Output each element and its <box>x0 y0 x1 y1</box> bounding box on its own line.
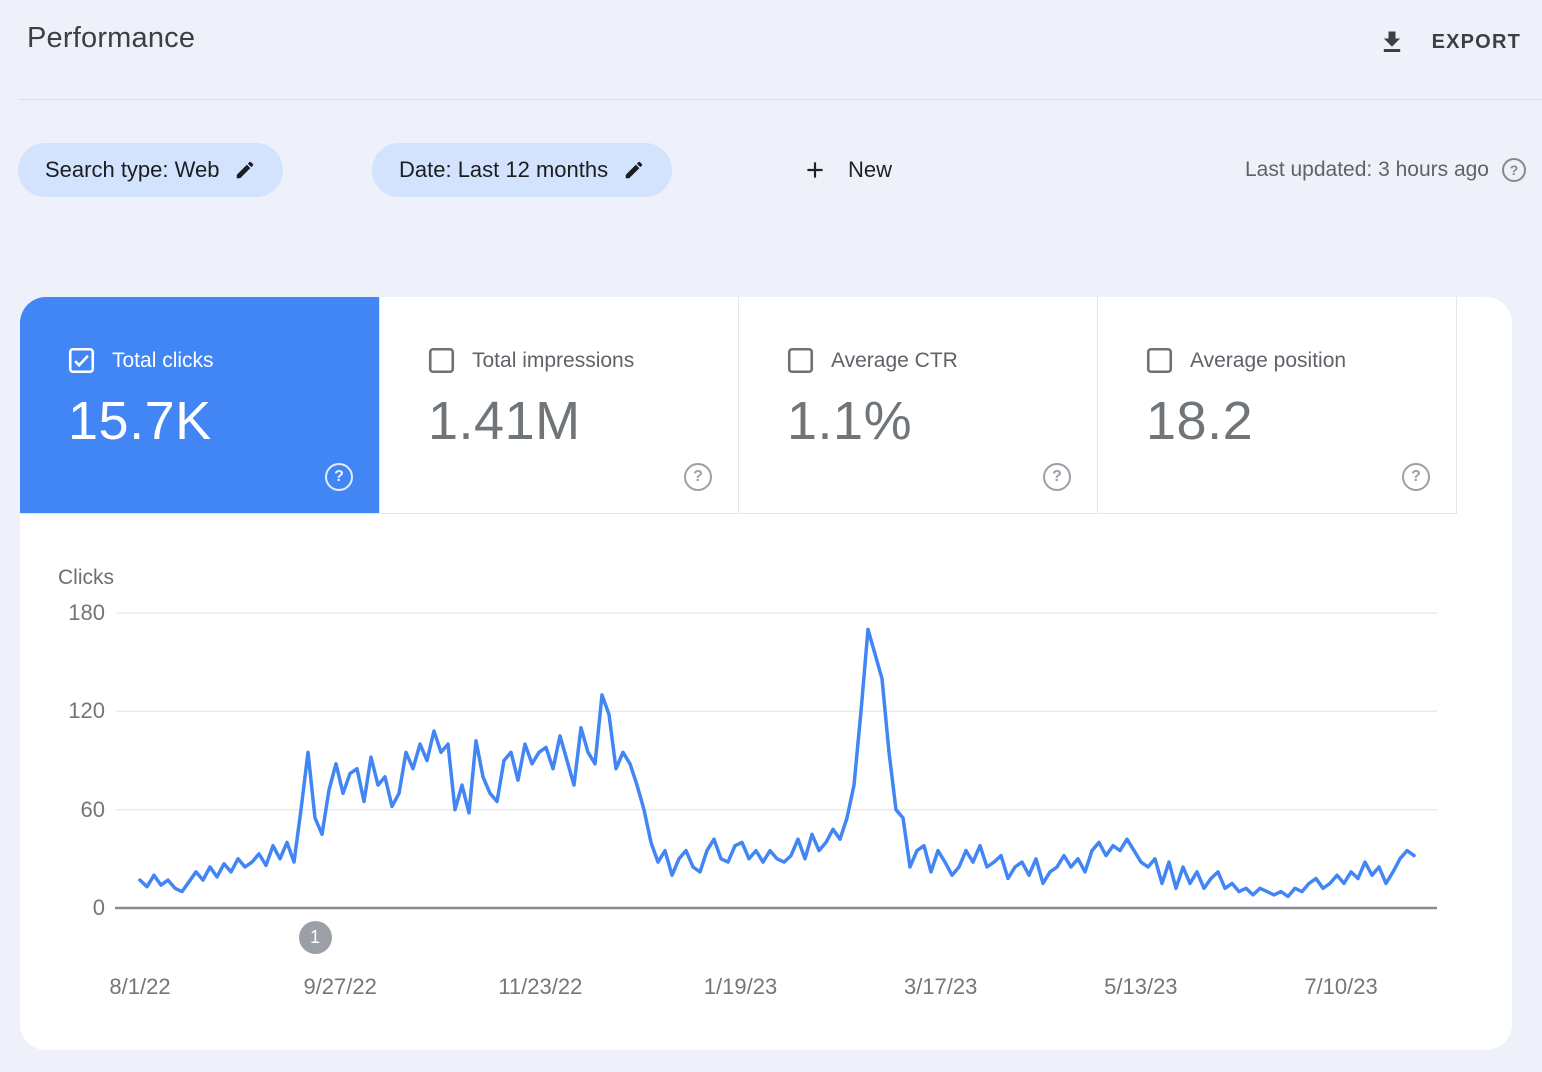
metric-card-average-position[interactable]: Average position 18.2 <box>1097 297 1456 513</box>
y-tick-label: 0 <box>92 895 105 920</box>
new-filter-label: New <box>848 157 893 182</box>
y-tick-label: 180 <box>68 600 105 625</box>
clicks-line-chart: Clicks 180 120 60 0 8/1/22 9/27/22 11/23/22 1/… <box>20 514 1512 1050</box>
x-tick-label: 5/13/23 <box>1104 974 1178 999</box>
plus-icon <box>807 162 823 178</box>
y-tick-label: 120 <box>68 698 105 724</box>
clicks-series-line[interactable] <box>138 627 1416 899</box>
metric-card-total-clicks[interactable]: Total clicks 15.7K <box>20 297 379 513</box>
x-tick-label: 1/19/23 <box>703 974 778 999</box>
date-filter-chip-label: Date: Last 12 months <box>399 157 609 182</box>
last-updated-text: Last updated: 3 hours ago <box>1244 158 1489 181</box>
chart-plot-area[interactable] <box>115 598 1437 910</box>
question-circle-icon[interactable] <box>1043 463 1071 491</box>
x-tick-label: 3/17/23 <box>903 974 978 999</box>
unchecked-checkbox-icon[interactable] <box>1146 347 1173 374</box>
header-divider <box>18 99 1542 100</box>
metric-card-label: Total impressions <box>472 348 635 372</box>
y-axis-title: Clicks <box>58 566 114 589</box>
metric-card-label: Total clicks <box>112 348 214 372</box>
new-filter-button[interactable]: New <box>788 143 906 197</box>
metric-cards-row: Total clicks 15.7K Total impressions 1.4… <box>20 297 1457 514</box>
date-filter-chip[interactable]: Date: Last 12 months <box>372 143 673 197</box>
x-tick-label: 11/23/22 <box>498 974 583 999</box>
unchecked-checkbox-icon[interactable] <box>787 347 814 374</box>
unchecked-checkbox-icon[interactable] <box>428 347 455 374</box>
metric-card-value: 1.1% <box>787 391 913 451</box>
metric-card-label: Average position <box>1190 348 1347 372</box>
annotation-marker[interactable]: 1 <box>298 921 332 954</box>
metric-card-value: 15.7K <box>68 391 212 451</box>
performance-panel: Total clicks 15.7K Total impressions 1.4… <box>20 297 1512 1050</box>
question-circle-icon[interactable] <box>325 463 353 491</box>
checked-checkbox-icon[interactable] <box>68 347 95 374</box>
question-circle-icon[interactable] <box>1502 158 1526 182</box>
pencil-icon <box>625 161 643 179</box>
x-tick-label: 7/10/23 <box>1304 974 1378 999</box>
question-circle-icon[interactable] <box>684 463 712 491</box>
search-type-chip[interactable]: Search type: Web <box>18 143 284 197</box>
pencil-icon <box>237 161 254 179</box>
metric-card-value: 1.41M <box>428 391 581 451</box>
question-circle-icon[interactable] <box>1402 463 1430 491</box>
x-tick-label: 8/1/22 <box>109 974 171 999</box>
y-tick-label: 60 <box>80 796 105 822</box>
metric-card-total-impressions[interactable]: Total impressions 1.41M <box>379 297 738 513</box>
metric-card-label: Average CTR <box>831 348 958 372</box>
export-label: EXPORT <box>1431 30 1521 53</box>
export-button[interactable]: EXPORT <box>1374 20 1525 64</box>
metric-card-value: 18.2 <box>1146 391 1254 451</box>
search-type-chip-label: Search type: Web <box>45 157 220 182</box>
annotation-marker-label: 1 <box>309 927 320 947</box>
last-updated: Last updated: 3 hours ago <box>1245 143 1526 197</box>
metric-card-average-ctr[interactable]: Average CTR 1.1% <box>738 297 1097 513</box>
download-icon <box>1383 31 1400 53</box>
x-tick-label: 9/27/22 <box>303 974 377 999</box>
page-title: Performance <box>27 22 196 54</box>
